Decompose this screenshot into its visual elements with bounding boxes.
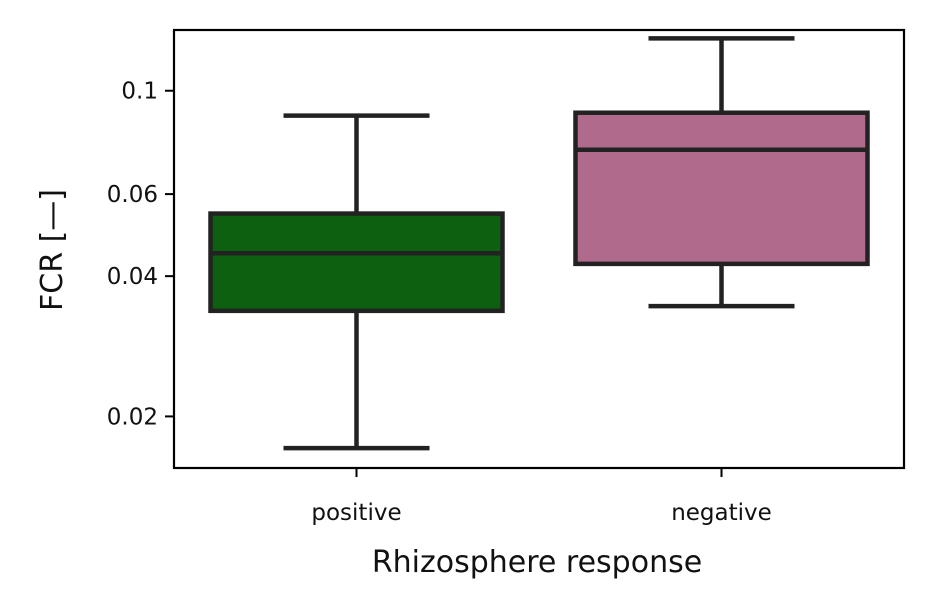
y-tick-label: 0.02 [107,404,158,430]
iqr-box [208,211,505,314]
box-negative [573,36,870,309]
y-tick-label: 0.06 [107,182,158,208]
boxes-layer [208,36,870,451]
plot-area-frame [172,28,906,470]
x-axis-ticks: positive negative [311,468,772,526]
y-tick-label: 0.1 [121,79,158,105]
y-tick-label: 0.04 [107,264,158,290]
x-tick-label-positive: positive [311,500,401,526]
y-axis-label: FCR [—] [35,189,70,311]
iqr-box [573,110,870,267]
box-positive [208,113,505,451]
x-tick-label-negative: negative [671,500,772,526]
x-axis-label: Rhizosphere response [372,545,702,580]
y-axis-ticks: 0.1 0.06 0.04 0.02 [107,79,174,430]
